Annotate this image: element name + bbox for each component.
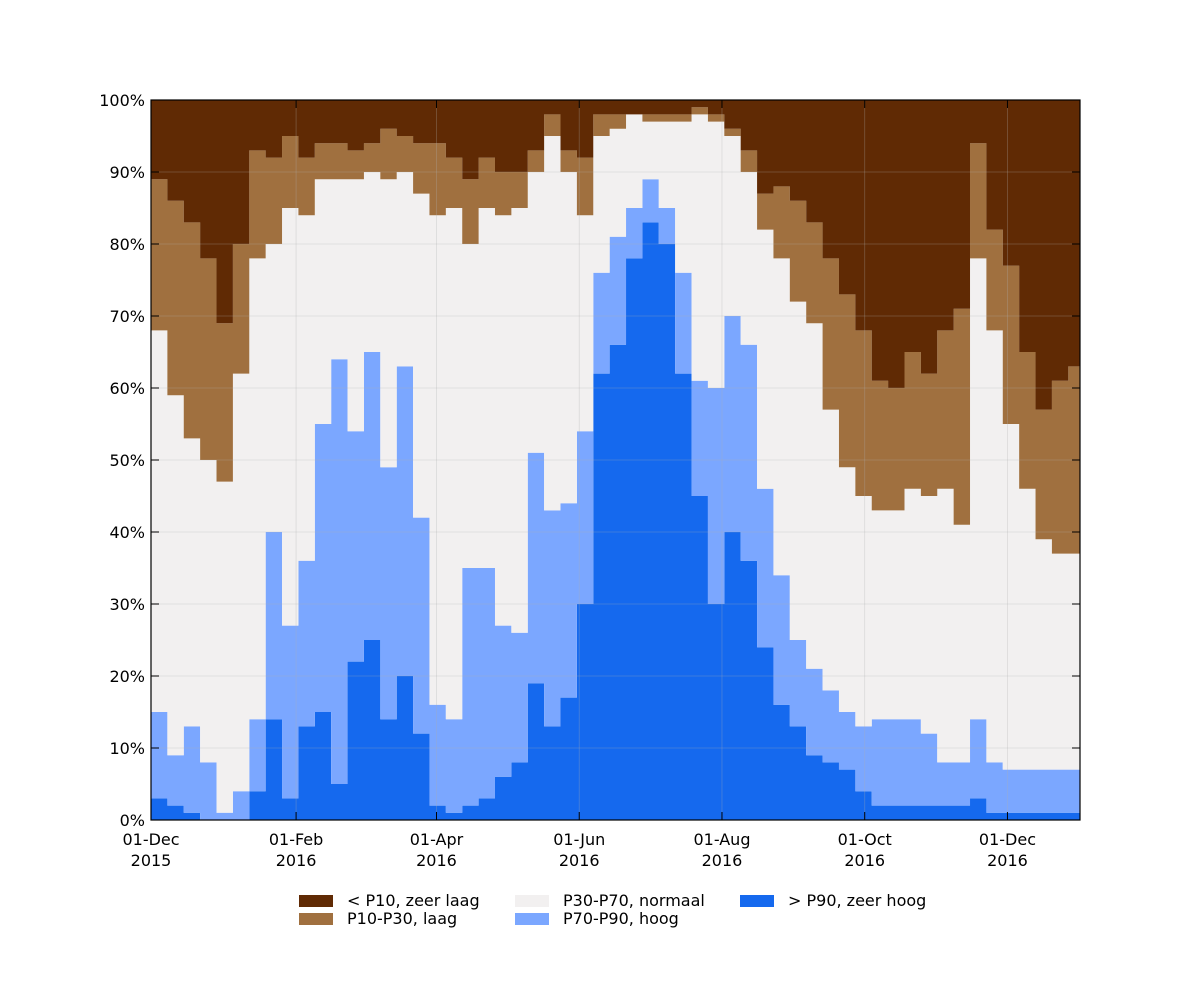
legend-label-zeer-laag: < P10, zeer laag xyxy=(347,891,480,910)
legend: < P10, zeer laag P10-P30, laag P30-P70, … xyxy=(297,889,957,931)
y-tick-label-2: 20% xyxy=(109,667,145,686)
series-area-2 xyxy=(151,114,1080,813)
y-tick-label-10: 100% xyxy=(99,91,145,110)
y-tick-label-8: 80% xyxy=(109,235,145,254)
y-tick-label-7: 70% xyxy=(109,307,145,326)
x-tick-label-6: 01-Dec xyxy=(979,830,1036,849)
y-tick-label-1: 10% xyxy=(109,739,145,758)
y-tick-label-3: 30% xyxy=(109,595,145,614)
y-tick-label-6: 60% xyxy=(109,379,145,398)
series-area-3 xyxy=(151,107,1080,554)
x-tick-year-6: 2016 xyxy=(987,851,1028,870)
x-tick-label-2: 01-Apr xyxy=(410,830,464,849)
y-tick-label-5: 50% xyxy=(109,451,145,470)
x-tick-label-4: 01-Aug xyxy=(693,830,750,849)
series-layer xyxy=(151,100,1080,820)
legend-label-normaal: P30-P70, normaal xyxy=(563,891,705,910)
x-tick-label-5: 01-Oct xyxy=(838,830,892,849)
legend-swatch-laag xyxy=(299,913,333,925)
series-area-4 xyxy=(151,100,1080,410)
x-tick-year-5: 2016 xyxy=(844,851,885,870)
y-tick-label-9: 90% xyxy=(109,163,145,182)
x-tick-year-2: 2016 xyxy=(416,851,457,870)
x-tick-label-1: 01-Feb xyxy=(269,830,323,849)
x-tick-year-0: 2015 xyxy=(131,851,172,870)
x-tick-year-4: 2016 xyxy=(702,851,743,870)
legend-swatch-hoog xyxy=(515,913,549,925)
legend-label-hoog: P70-P90, hoog xyxy=(563,909,679,928)
x-tick-year-3: 2016 xyxy=(559,851,600,870)
series-area-1 xyxy=(151,179,1080,820)
tick-layer: 0% 10% 20% 30% 40% 50% 60% 70% 80% 90% 100% 01-Dec 2… xyxy=(99,91,1080,870)
legend-label-zeer-hoog: > P90, zeer hoog xyxy=(788,891,927,910)
x-tick-year-1: 2016 xyxy=(276,851,317,870)
legend-swatch-normaal xyxy=(515,895,549,907)
legend-swatch-zeer-laag xyxy=(299,895,333,907)
y-tick-label-0: 0% xyxy=(120,811,145,830)
legend-label-laag: P10-P30, laag xyxy=(347,909,458,928)
series-area-0 xyxy=(151,222,1080,820)
x-tick-label-0: 01-Dec xyxy=(122,830,179,849)
y-tick-label-4: 40% xyxy=(109,523,145,542)
x-tick-label-3: 01-Jun xyxy=(553,830,605,849)
legend-swatch-zeer-hoog xyxy=(740,895,774,907)
